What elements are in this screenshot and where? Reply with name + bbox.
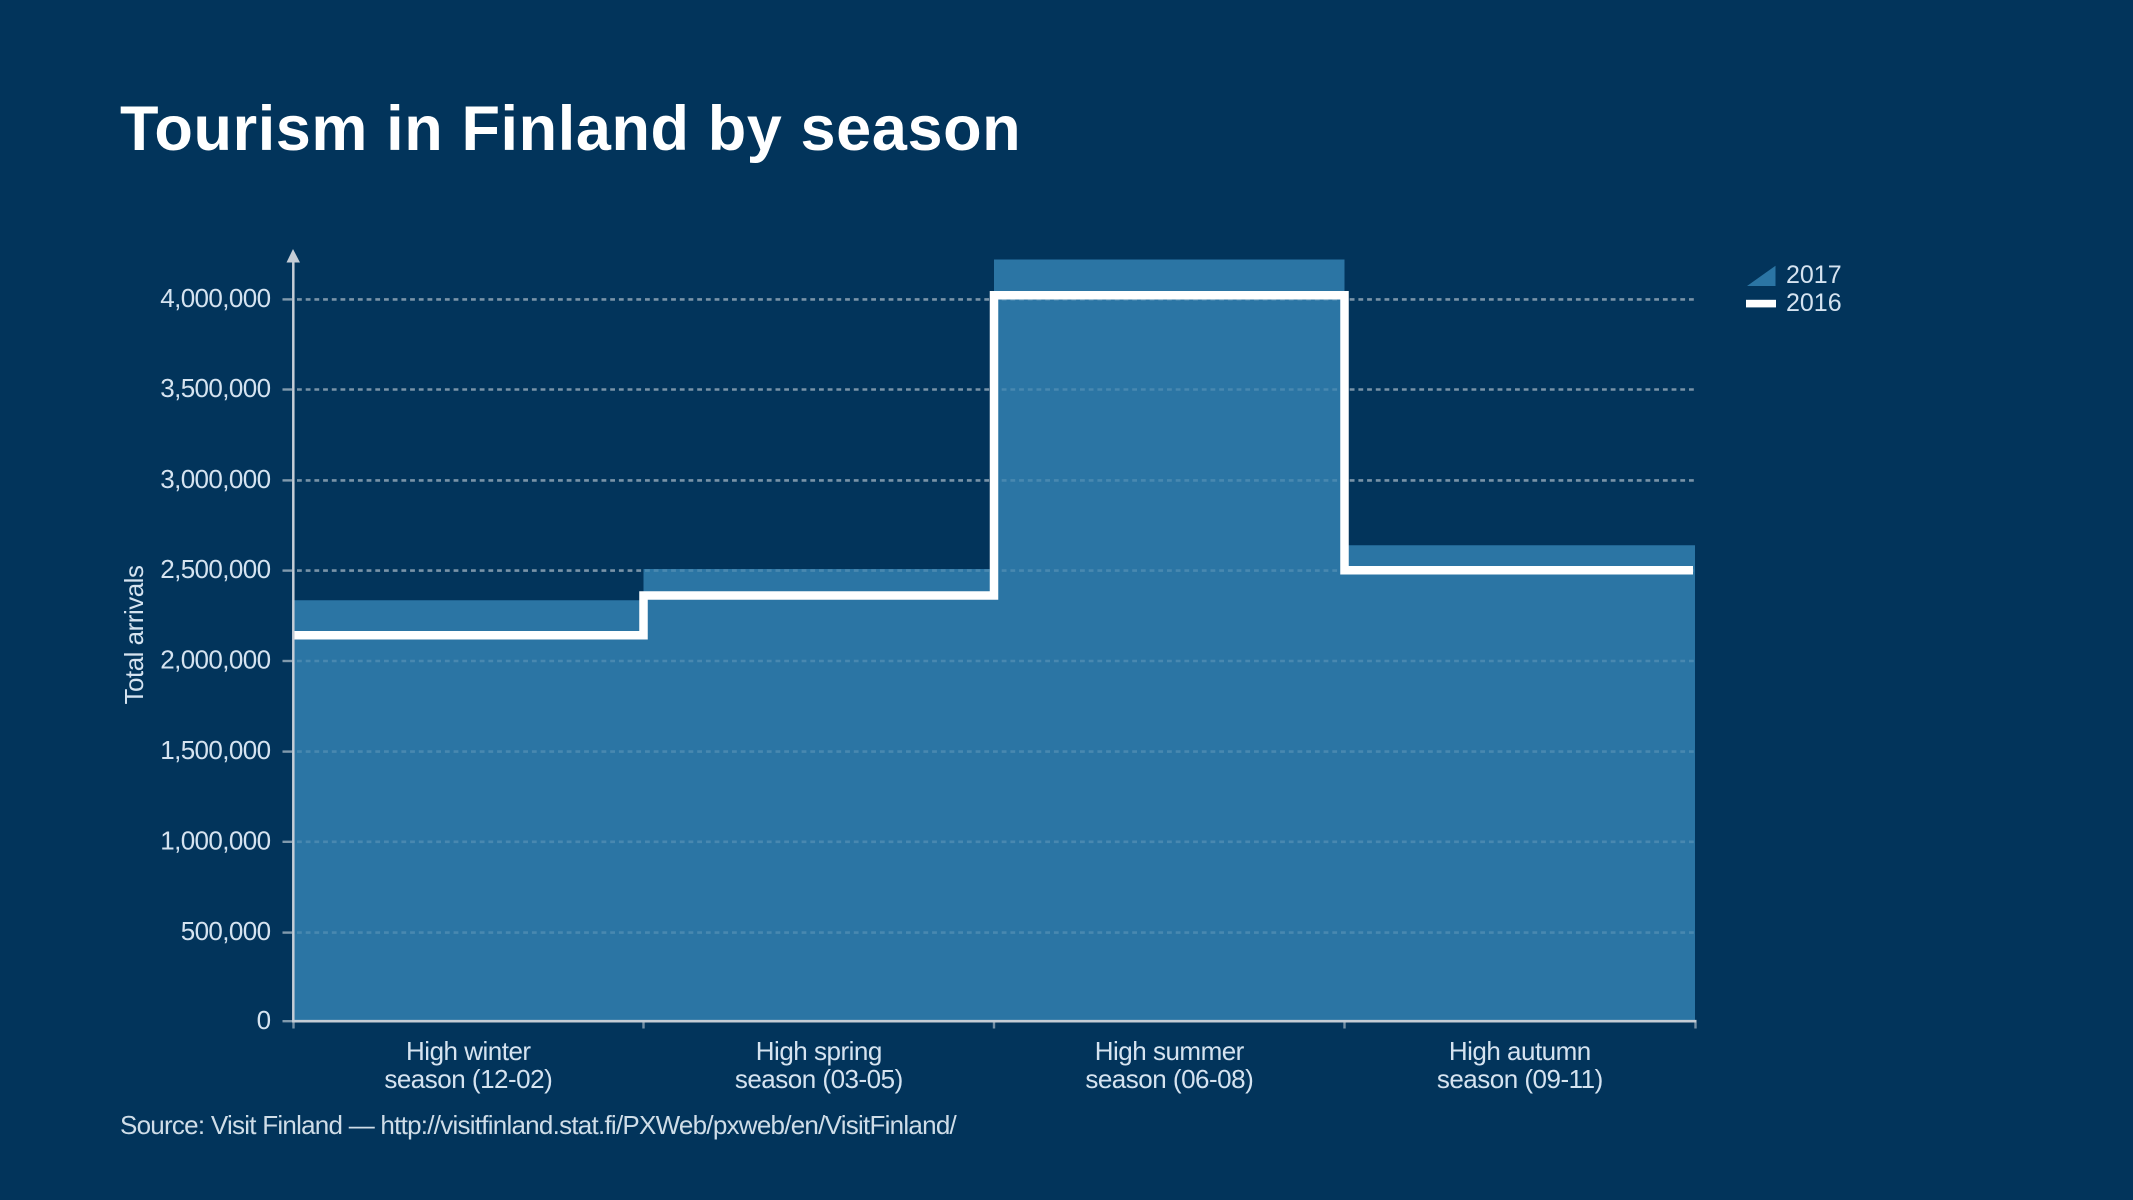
svg-text:1,000,000: 1,000,000 (160, 825, 270, 855)
svg-text:season (03-05): season (03-05) (735, 1064, 903, 1094)
svg-text:4,000,000: 4,000,000 (160, 283, 270, 313)
svg-text:season (12-02): season (12-02) (384, 1064, 552, 1094)
svg-text:season (09-11): season (09-11) (1437, 1064, 1603, 1094)
svg-text:2,500,000: 2,500,000 (160, 554, 270, 584)
svg-text:Total arrivals: Total arrivals (119, 565, 149, 704)
svg-text:1,500,000: 1,500,000 (160, 735, 270, 765)
svg-text:3,500,000: 3,500,000 (160, 373, 270, 403)
svg-text:2016: 2016 (1786, 289, 1842, 317)
svg-text:season (06-08): season (06-08) (1085, 1064, 1253, 1094)
svg-text:Tourism in Finland by season: Tourism in Finland by season (120, 94, 1021, 164)
svg-text:High spring: High spring (756, 1036, 882, 1066)
svg-text:2017: 2017 (1786, 261, 1842, 289)
svg-text:3,000,000: 3,000,000 (160, 464, 270, 494)
svg-text:2,000,000: 2,000,000 (160, 645, 270, 675)
svg-text:High autumn: High autumn (1449, 1036, 1591, 1066)
svg-text:High summer: High summer (1095, 1036, 1245, 1066)
svg-text:0: 0 (257, 1005, 271, 1035)
svg-text:Source: Visit Finland — http:/: Source: Visit Finland — http://visitfinl… (120, 1110, 958, 1140)
svg-text:500,000: 500,000 (181, 916, 271, 946)
svg-text:High winter: High winter (406, 1036, 531, 1066)
